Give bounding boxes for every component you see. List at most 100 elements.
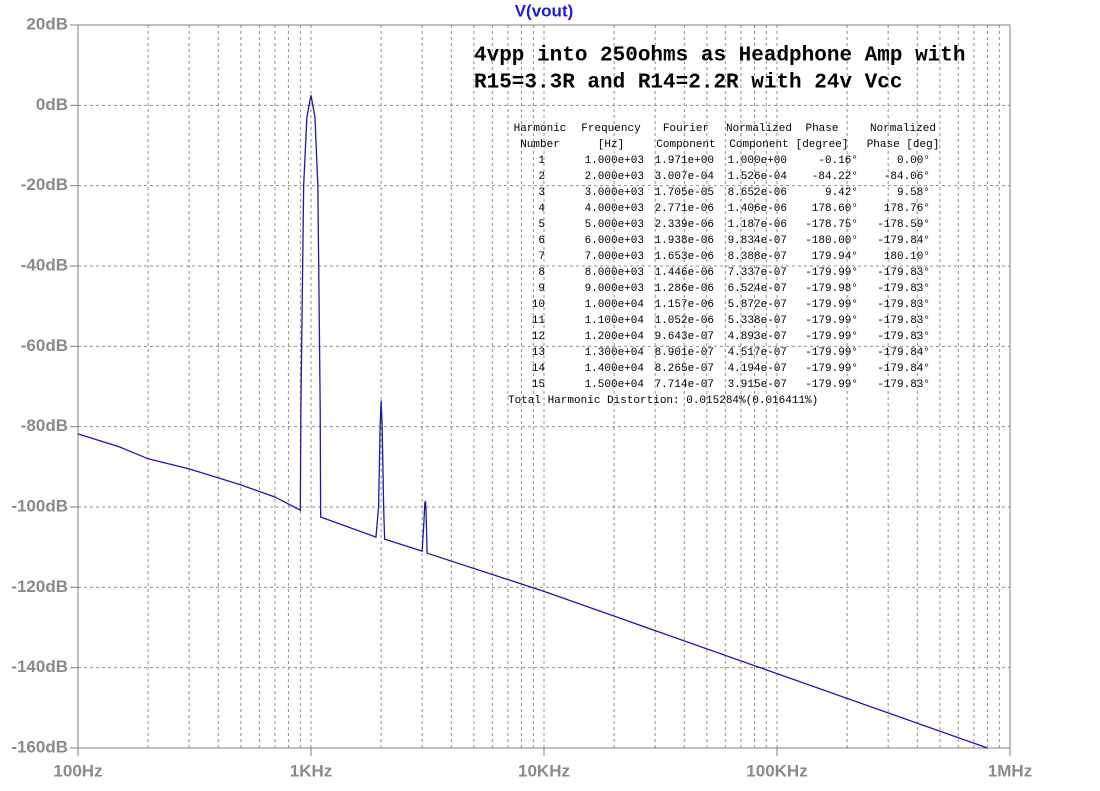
table-cell: 7.337e-07 bbox=[728, 267, 787, 279]
table-cell: 8.265e-07 bbox=[655, 363, 714, 375]
y-tick-label: -60dB bbox=[21, 336, 68, 355]
table-cell: 5.338e-07 bbox=[728, 315, 787, 327]
table-cell: -178.59° bbox=[877, 219, 930, 231]
table-cell: 1.400e+04 bbox=[585, 363, 645, 375]
table-cell: 14 bbox=[532, 363, 546, 375]
table-cell: -179.83° bbox=[877, 315, 930, 327]
x-tick-label: 1KHz bbox=[290, 761, 333, 780]
table-cell: 8 bbox=[538, 267, 545, 279]
table-header: Frequency bbox=[581, 123, 641, 135]
table-cell: -179.99° bbox=[805, 299, 858, 311]
table-cell: 1.500e+04 bbox=[585, 379, 645, 391]
table-cell: 9.834e-07 bbox=[728, 235, 787, 247]
table-cell: 6.000e+03 bbox=[585, 235, 644, 247]
table-header: Component bbox=[656, 139, 715, 151]
table-cell: -179.83° bbox=[877, 283, 930, 295]
x-tick-label: 1MHz bbox=[988, 761, 1032, 780]
table-header: Phase bbox=[805, 123, 838, 135]
table-cell: -0.16° bbox=[818, 155, 858, 167]
table-cell: 1.971e+00 bbox=[655, 155, 714, 167]
plot-frame bbox=[77, 24, 1011, 749]
table-cell: 15 bbox=[532, 379, 545, 391]
table-cell: 1.000e+04 bbox=[585, 299, 645, 311]
x-tick-label: 10KHz bbox=[518, 761, 570, 780]
table-cell: 1.157e-06 bbox=[655, 299, 714, 311]
y-tick-label: -120dB bbox=[11, 577, 68, 596]
table-cell: 10 bbox=[532, 299, 545, 311]
table-cell: 7.714e-07 bbox=[655, 379, 714, 391]
table-cell: 1.052e-06 bbox=[655, 315, 714, 327]
table-header: Normalized bbox=[870, 123, 936, 135]
table-cell: -179.99° bbox=[805, 267, 858, 279]
table-cell: -179.84° bbox=[877, 363, 930, 375]
x-tick-label: 100KHz bbox=[746, 761, 807, 780]
table-cell: 3.007e-04 bbox=[655, 171, 715, 183]
table-header: [degree] bbox=[796, 139, 849, 151]
table-cell: 1.187e-06 bbox=[728, 219, 787, 231]
table-cell: -179.84° bbox=[877, 235, 930, 247]
table-cell: 9.643e-07 bbox=[655, 331, 714, 343]
table-cell: -179.99° bbox=[805, 363, 858, 375]
table-cell: 5.872e-07 bbox=[728, 299, 787, 311]
table-header: Phase [deg] bbox=[867, 139, 940, 151]
table-cell: -178.75° bbox=[805, 219, 858, 231]
table-cell: 4.194e-07 bbox=[728, 363, 787, 375]
y-tick-label: -100dB bbox=[11, 496, 68, 515]
table-header: Harmonic bbox=[514, 123, 567, 135]
table-cell: 2.000e+03 bbox=[585, 171, 644, 183]
table-cell: 1.300e+04 bbox=[585, 347, 645, 359]
table-cell: 8.388e-07 bbox=[728, 251, 787, 263]
table-cell: -179.98° bbox=[805, 283, 858, 295]
y-tick-label: -160dB bbox=[11, 737, 68, 756]
table-cell: -179.83° bbox=[877, 299, 930, 311]
table-cell: 11 bbox=[532, 315, 546, 327]
table-cell: -179.83° bbox=[877, 331, 930, 343]
table-cell: 7 bbox=[538, 251, 545, 263]
table-footer: Total Harmonic Distortion: 0.015284%(0.0… bbox=[508, 395, 818, 407]
table-cell: 13 bbox=[532, 347, 545, 359]
table-cell: 4 bbox=[538, 203, 545, 215]
data-line bbox=[77, 95, 988, 749]
table-cell: 3.915e-07 bbox=[728, 379, 787, 391]
table-cell: 1.526e-04 bbox=[728, 171, 788, 183]
table-cell: 3.000e+03 bbox=[585, 187, 644, 199]
table-cell: 9.000e+03 bbox=[585, 283, 644, 295]
table-cell: 12 bbox=[532, 331, 545, 343]
table-cell: -179.83° bbox=[877, 379, 930, 391]
annotation: 4vpp into 250ohms as Headphone Amp with bbox=[474, 45, 965, 68]
y-tick-label: -80dB bbox=[21, 416, 68, 435]
table-cell: -179.99° bbox=[805, 315, 858, 327]
table-cell: 0.00° bbox=[897, 155, 930, 167]
annotation: R15=3.3R and R14=2.2R with 24v Vcc bbox=[474, 72, 902, 95]
table-cell: 1.406e-06 bbox=[728, 203, 787, 215]
y-tick-label: 0dB bbox=[36, 95, 68, 114]
chart-title: V(vout) bbox=[515, 1, 574, 20]
table-cell: 9.58° bbox=[897, 187, 930, 199]
table-cell: 1.000e+00 bbox=[728, 155, 787, 167]
table-cell: -179.83° bbox=[877, 267, 930, 279]
table-cell: 3 bbox=[538, 187, 545, 199]
table-cell: 4.000e+03 bbox=[585, 203, 644, 215]
table-cell: 8.000e+03 bbox=[585, 267, 644, 279]
table-cell: 2 bbox=[538, 171, 545, 183]
table-cell: 1.653e-06 bbox=[655, 251, 714, 263]
table-cell: 6.524e-07 bbox=[728, 283, 787, 295]
table-cell: 1.000e+03 bbox=[585, 155, 644, 167]
table-cell: 8.652e-06 bbox=[728, 187, 787, 199]
table-cell: 1.446e-06 bbox=[655, 267, 714, 279]
table-cell: 4.517e-07 bbox=[728, 347, 787, 359]
table-cell: -84.06° bbox=[884, 171, 930, 183]
table-cell: -179.84° bbox=[877, 347, 930, 359]
table-cell: 1.286e-06 bbox=[655, 283, 714, 295]
y-tick-label: 20dB bbox=[26, 14, 68, 33]
table-cell: -84.22° bbox=[812, 171, 858, 183]
y-tick-label: -20dB bbox=[21, 175, 68, 194]
table-cell: 4.893e-07 bbox=[728, 331, 787, 343]
table-cell: 6 bbox=[538, 235, 545, 247]
table-header: Normalized bbox=[726, 123, 792, 135]
table-cell: 9.42° bbox=[825, 187, 858, 199]
table-cell: 5 bbox=[538, 219, 545, 231]
table-cell: 9 bbox=[538, 283, 545, 295]
table-cell: 1 bbox=[538, 155, 545, 167]
